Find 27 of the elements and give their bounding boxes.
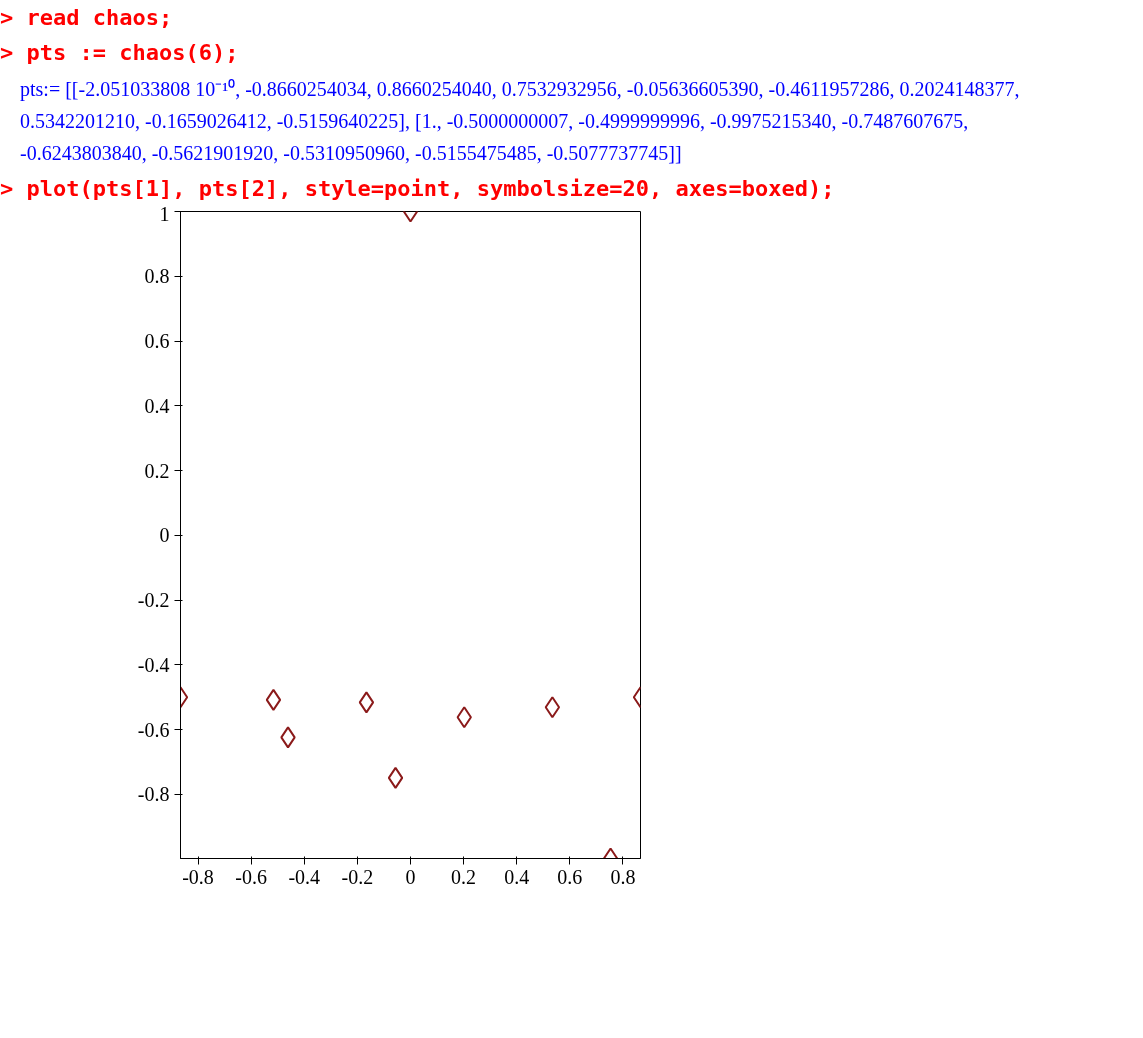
y-tick-label: -0.6 [137,718,170,741]
x-tick-label: -0.2 [341,865,374,888]
text: > plot(pts[1], pts[2], style=point, symbolsize=20, axes=boxed); [0,174,835,203]
text: pts:= [[-2.051033808 10⁻¹⁰, -0.8660254034, 0.8660254040, 0.7532932956, -0.05636605390, -0.4611957286, 0.2024148377, 0.5342201210, -0.1659026412, -0.5159640225], [1., -0.5000000007, -0.4999999996, -0.9975215340, -0.7487607675, -0.6243803840, -0.5621901920, -0.5310950960, -0.5155475485, -0.5077737745]] [20,76,1020,166]
y-tick-label: -0.4 [137,654,170,677]
x-tick-label: 0.6 [557,865,583,888]
x-tick-label: 0.8 [610,865,636,888]
text: > read chaos; [0,4,173,32]
y-tick-label: -0.2 [137,589,170,612]
x-tick-label: -0.6 [235,865,267,888]
y-tick-label: 0.8 [144,265,170,288]
point [387,767,404,790]
x-tick-label: -0.8 [182,865,214,888]
y-tick-label: 0 [159,524,170,547]
point [544,696,561,719]
x-tick-label: 0.2 [451,865,477,888]
y-tick-label: 1 [159,202,170,225]
x-tick-label: -0.4 [288,865,321,888]
text: > pts := chaos(6); [0,39,239,68]
y-tick-label: -0.8 [137,783,170,806]
y-tick-label: 0.2 [144,459,170,482]
y-tick-label: 0.4 [144,395,170,418]
y-tick-label: 0.6 [144,330,170,353]
point [265,689,282,712]
x-tick-label: 0.4 [504,865,530,888]
point [358,691,375,714]
x-tick-label: 0 [405,865,416,888]
